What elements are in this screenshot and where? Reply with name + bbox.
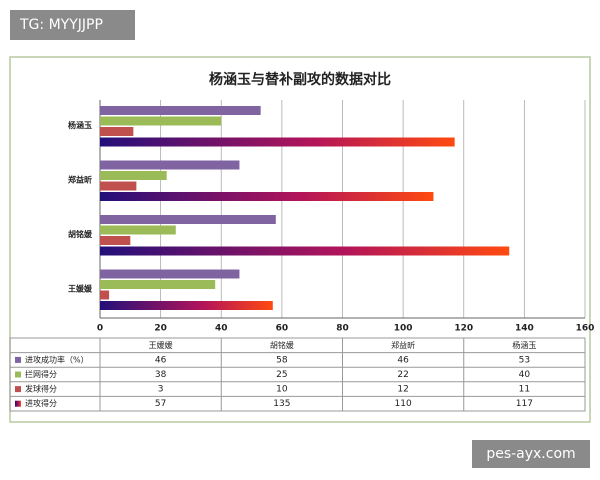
bar (100, 192, 434, 201)
y-tick-label: 杨涵玉 (68, 120, 92, 130)
legend-swatch (15, 356, 21, 363)
table-header: 郑益昕 (391, 340, 415, 350)
legend-swatch (15, 371, 21, 378)
legend-label: 进攻成功率（%） (25, 354, 89, 364)
bar (100, 116, 222, 126)
x-tick-label: 80 (336, 324, 349, 334)
table-cell: 117 (516, 399, 533, 409)
x-tick-label: 160 (576, 324, 595, 334)
bar (100, 160, 240, 170)
bar (100, 215, 276, 224)
bar (100, 301, 273, 310)
watermark: TG: MYYJJPP (19, 17, 103, 33)
table-cell: 58 (276, 355, 288, 365)
bar (100, 290, 110, 300)
bar (100, 171, 167, 180)
y-tick-label: 胡铭媛 (68, 229, 93, 239)
legend-swatch (15, 386, 21, 393)
table-cell: 10 (276, 385, 288, 395)
x-tick-label: 100 (394, 324, 413, 334)
bar (100, 280, 216, 289)
legend-label: 进攻得分 (25, 398, 57, 408)
table-header: 胡铭媛 (270, 340, 294, 350)
bar (100, 225, 176, 235)
y-tick-label: 郑益昕 (68, 174, 92, 184)
bar (100, 137, 455, 147)
table-cell: 22 (397, 370, 408, 380)
table-cell: 57 (155, 399, 166, 409)
table-header: 杨涵玉 (512, 340, 536, 350)
x-tick-label: 60 (276, 324, 289, 334)
x-tick-label: 120 (454, 324, 473, 334)
table-cell: 135 (273, 399, 290, 409)
bar (100, 106, 261, 115)
table-cell: 12 (397, 385, 408, 395)
table-cell: 11 (519, 385, 530, 395)
watermark-box (10, 10, 135, 40)
x-tick-label: 140 (515, 324, 534, 334)
watermark-box (472, 440, 590, 468)
x-tick-label: 40 (215, 324, 228, 334)
y-tick-label: 王媛媛 (68, 283, 93, 293)
table-cell: 53 (519, 355, 530, 365)
legend-label: 拦网得分 (25, 369, 57, 379)
table-cell: 46 (397, 355, 409, 365)
bar (100, 246, 510, 256)
legend-swatch (15, 400, 21, 407)
x-tick-label: 20 (154, 324, 167, 334)
watermark: pes-ayx.com (486, 446, 575, 462)
bar (100, 236, 131, 245)
table-cell: 40 (519, 370, 531, 380)
chart-title: 杨涵玉与替补副攻的数据对比 (209, 71, 391, 88)
bar (100, 127, 134, 136)
x-tick-label: 0 (97, 324, 103, 334)
table-cell: 3 (158, 385, 164, 395)
table-header: 王媛媛 (149, 340, 173, 350)
table-cell: 38 (155, 370, 167, 380)
bar (100, 181, 137, 191)
bar (100, 269, 240, 279)
table-cell: 110 (395, 399, 412, 409)
legend-label: 发球得分 (25, 384, 57, 394)
table-cell: 25 (276, 370, 287, 380)
table-cell: 46 (155, 355, 167, 365)
